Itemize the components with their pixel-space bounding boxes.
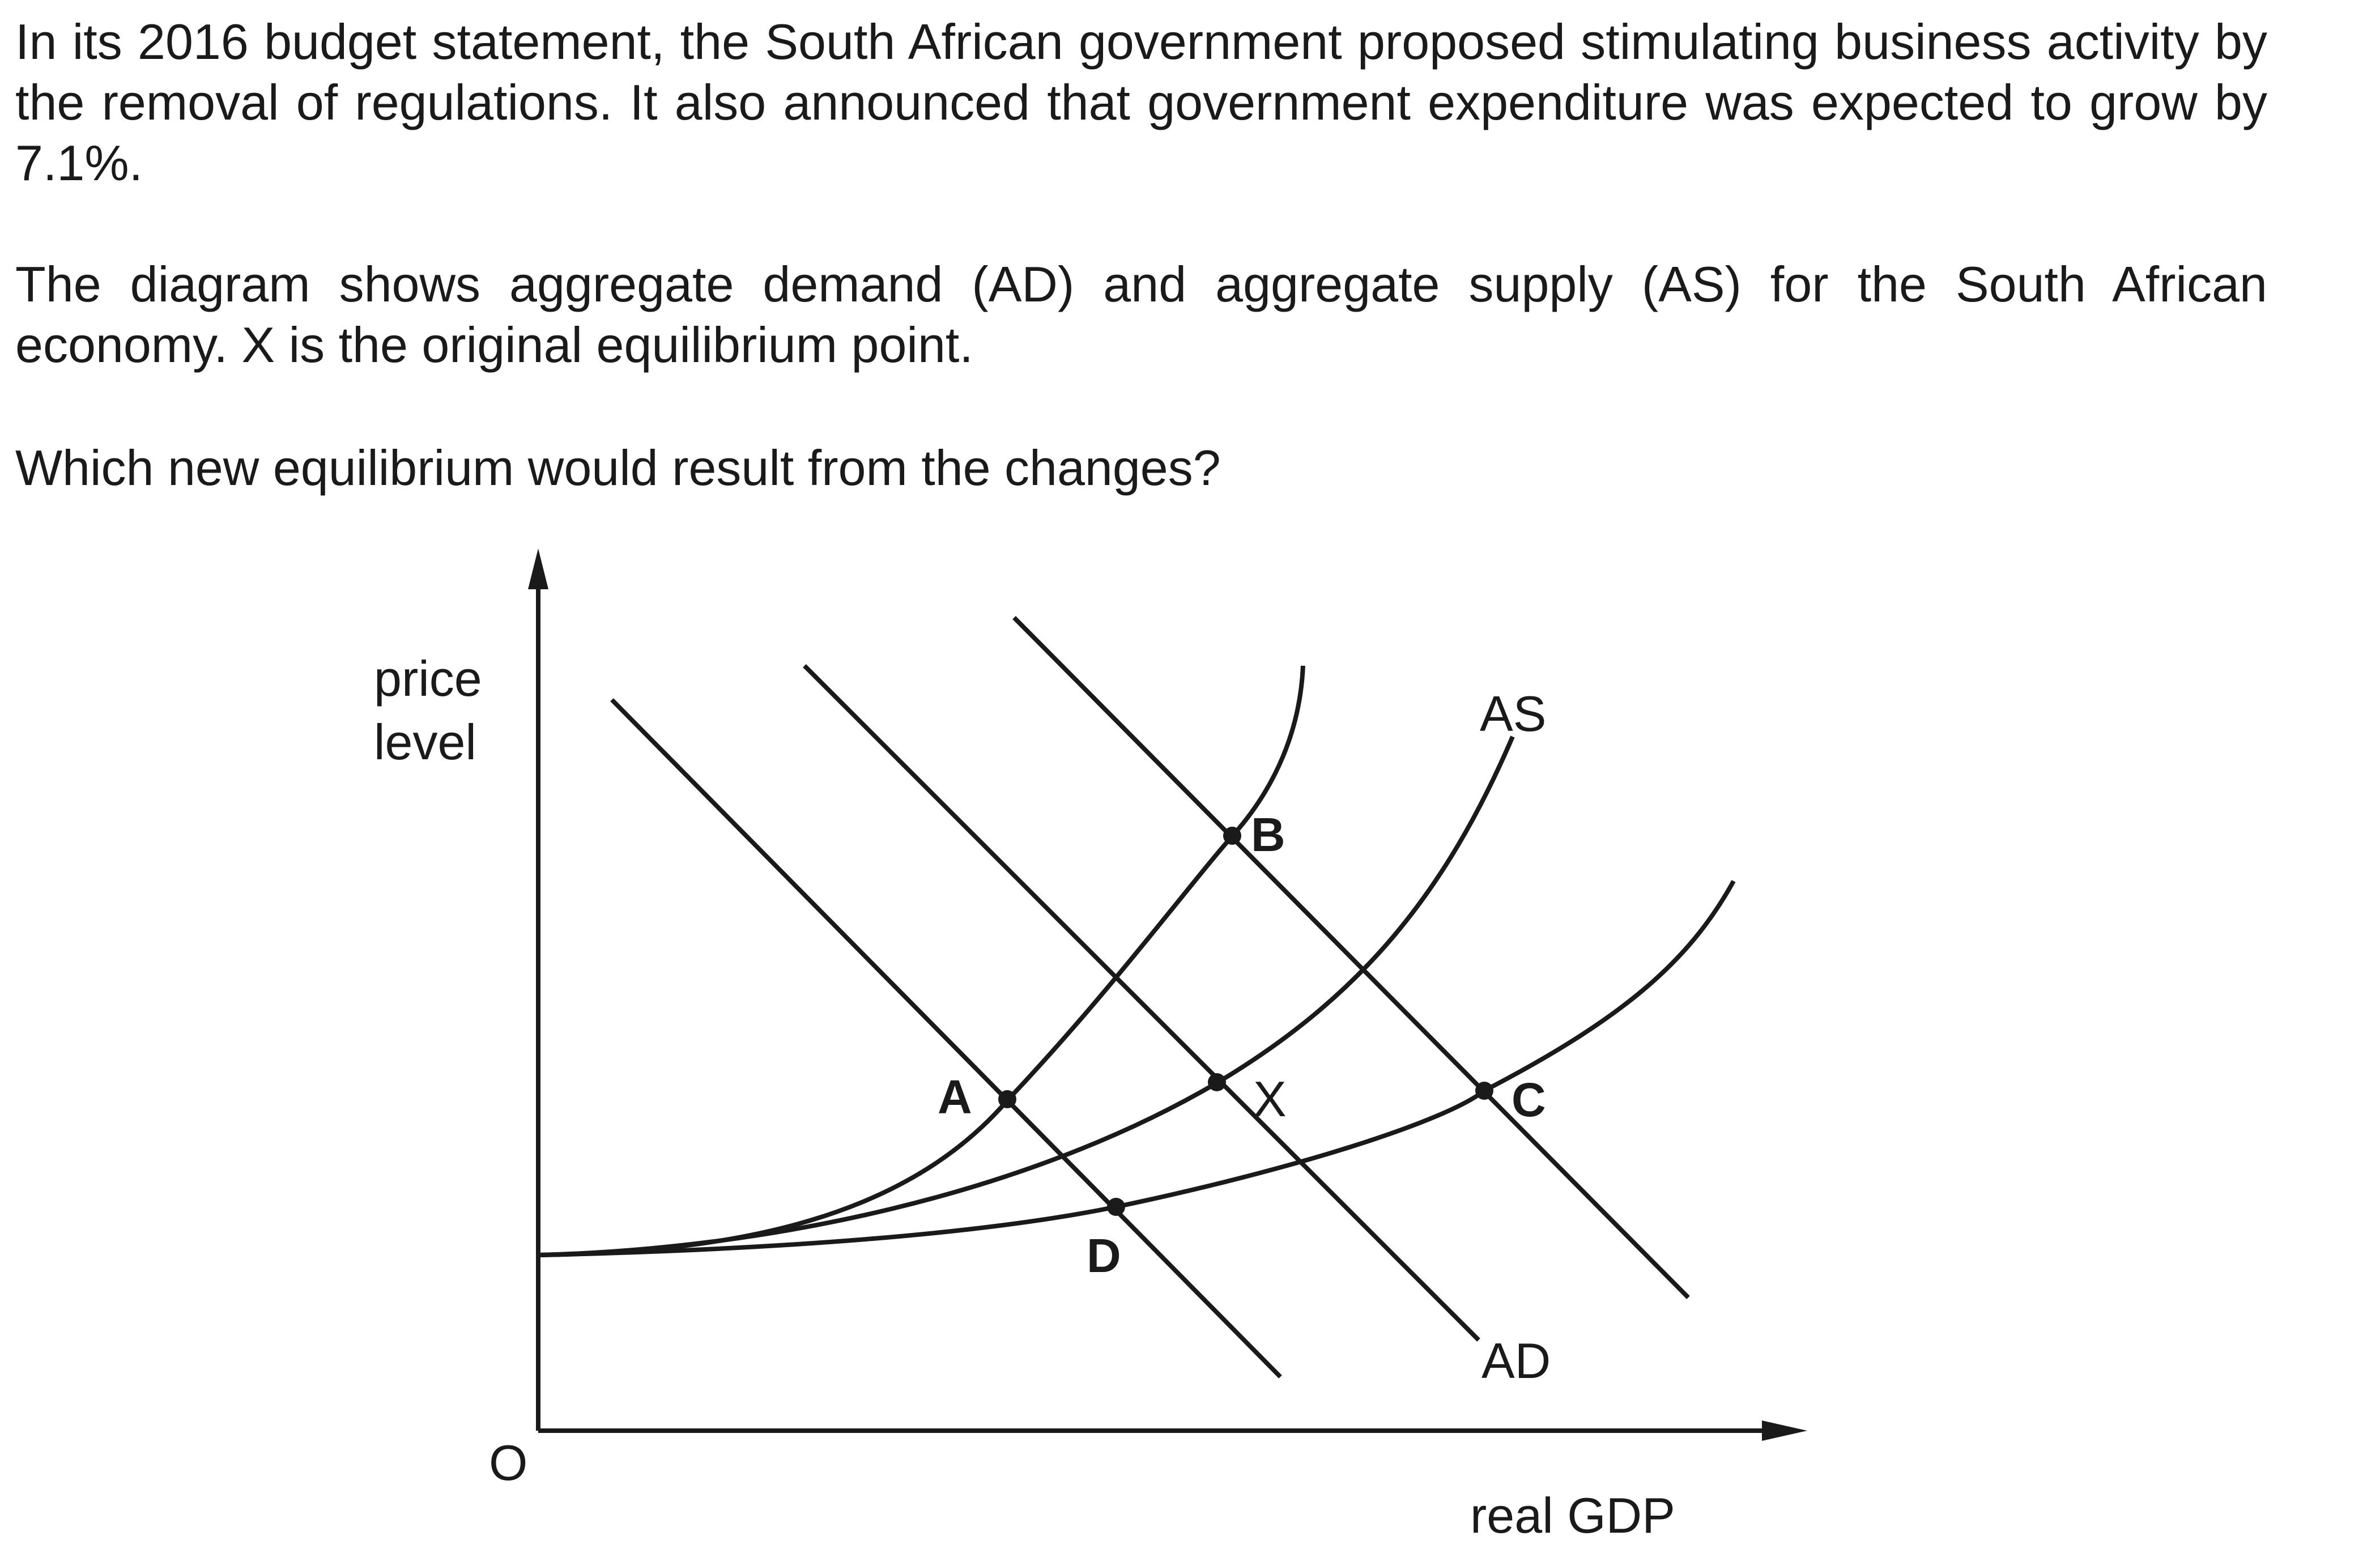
question-text: In its 2016 budget statement, the South … (15, 11, 2267, 498)
point-b-label: B (1251, 808, 1285, 861)
x-axis-arrowhead (1762, 1420, 1807, 1441)
ad-curve-left (610, 698, 1282, 1379)
origin-label: O (489, 1435, 527, 1491)
as-curve-steep (538, 665, 1305, 1257)
point-a-dot (998, 1090, 1016, 1108)
point-x-dot (1208, 1073, 1226, 1091)
question-paragraph-3: Which new equilibrium would result from … (15, 440, 1221, 496)
point-d-dot (1107, 1198, 1125, 1216)
y-axis-label-level: level (374, 714, 476, 770)
ad-curve-original (803, 664, 1480, 1342)
point-a-label: A (938, 1070, 972, 1124)
ad-curve-label: AD (1481, 1333, 1551, 1389)
y-axis-label-price: price (374, 650, 482, 707)
x-axis-label: real GDP (1470, 1487, 1675, 1543)
as-curve-original (538, 735, 1515, 1257)
point-x-label: X (1253, 1071, 1287, 1127)
point-d-label: D (1087, 1229, 1121, 1282)
ad-curve-right (1012, 616, 1690, 1299)
question-paragraph-1: In its 2016 budget statement, the South … (15, 14, 2267, 191)
point-c-label: C (1512, 1073, 1546, 1126)
point-c-dot (1475, 1082, 1493, 1100)
as-curve-label: AS (1480, 686, 1546, 742)
as-curve-flat (538, 880, 1736, 1257)
point-b-dot (1223, 827, 1241, 845)
question-paragraph-2: The diagram shows aggregate demand (AD) … (15, 256, 2267, 373)
y-axis-arrowhead (528, 548, 548, 589)
